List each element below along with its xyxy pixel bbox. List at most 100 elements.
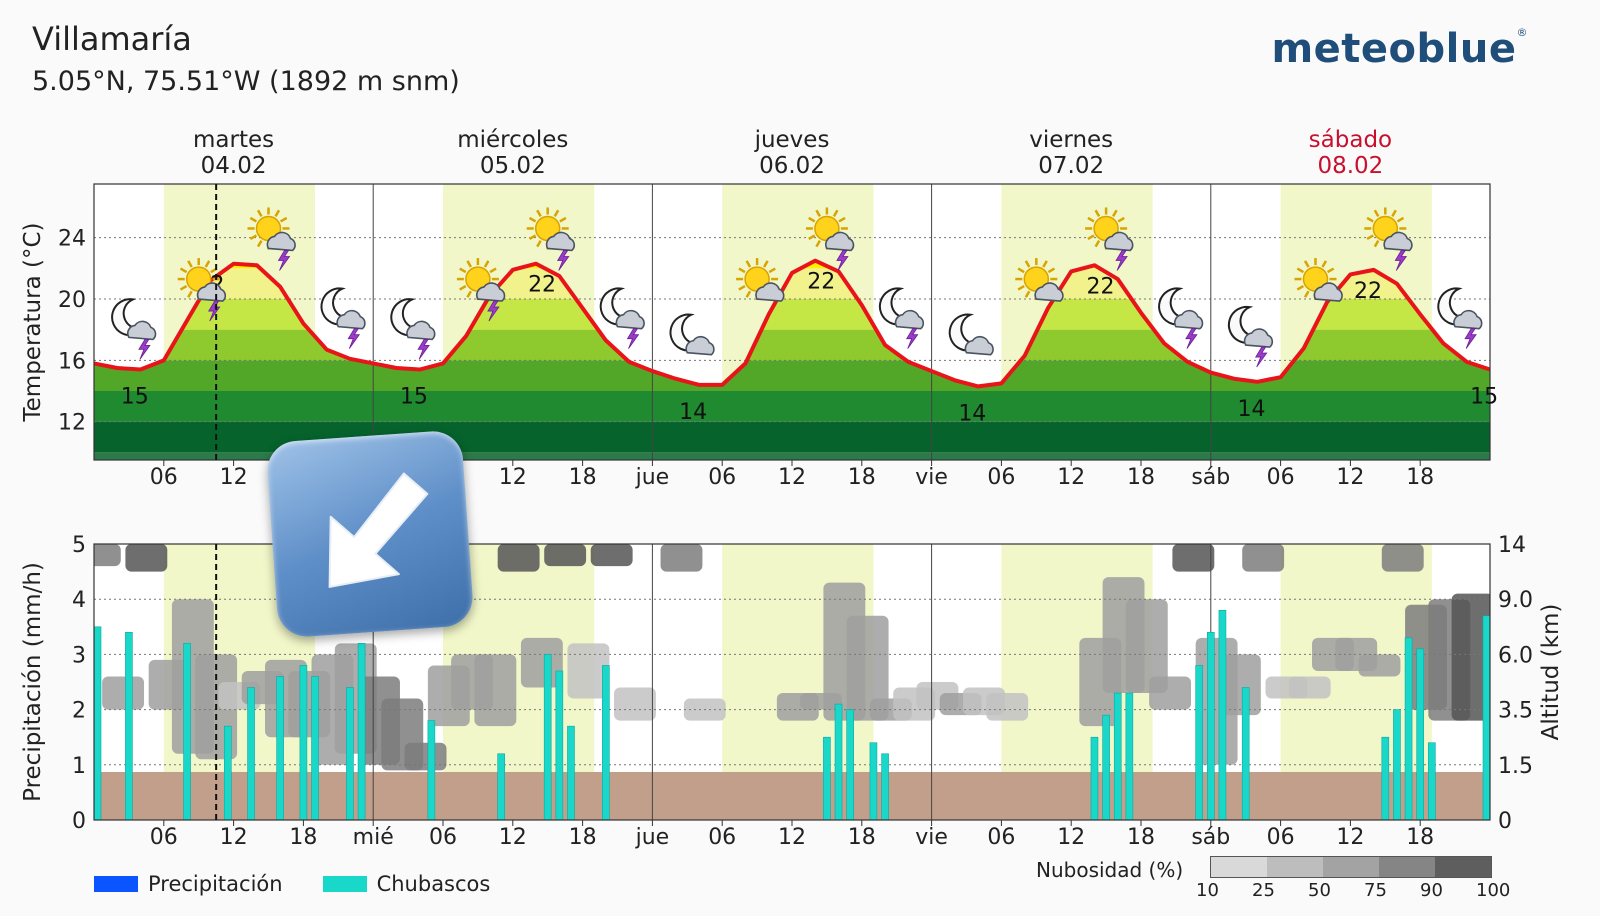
temp-x-tick: 18 — [848, 465, 876, 490]
cloud-cover-cell — [1451, 593, 1490, 721]
cloud-cover-cell — [1242, 544, 1285, 572]
location-coords: 5.05°N, 75.51°W (1892 m snm) — [32, 66, 460, 97]
day-date: 04.02 — [201, 153, 267, 179]
cloud-cover-cell — [520, 637, 563, 688]
cloud-cover-cell — [474, 654, 517, 727]
cloud-legend-ticks: 10 25 50 75 90 100 — [1196, 880, 1510, 904]
shower-bar — [846, 709, 854, 821]
shower-bar — [276, 676, 284, 821]
cloud-cover-cell — [590, 544, 633, 567]
logo-text: meteoblue — [1271, 26, 1517, 72]
cloud-cover-cell — [614, 687, 656, 721]
day-name: jueves — [754, 127, 830, 153]
temp-value-label: 22 — [807, 270, 835, 295]
shower-bar — [1207, 632, 1215, 821]
shower-bar — [869, 742, 878, 821]
temp-y-tick: 20 — [58, 288, 86, 313]
cloud-legend-swatch — [1211, 857, 1267, 877]
precip-x-tick: 12 — [778, 825, 806, 850]
shower-bar — [223, 725, 232, 821]
cloud-cover-cell — [986, 693, 1029, 721]
legend-label-showers: Chubascos — [376, 872, 491, 896]
precip-x-tick: 18 — [289, 825, 317, 850]
day-date: 07.02 — [1038, 153, 1104, 179]
shower-bar — [1416, 648, 1424, 821]
shower-bar — [834, 703, 843, 821]
shower-bar — [1404, 637, 1413, 821]
moon-storm-icon — [320, 287, 366, 349]
precip-x-tick: jue — [635, 825, 670, 850]
meteoblue-logo[interactable]: meteoblue® — [1272, 26, 1529, 72]
sun-storm-icon — [805, 207, 855, 271]
temp-value-label: 22 — [528, 273, 556, 298]
altitude-y-tick: 3.5 — [1498, 699, 1533, 724]
precip-x-tick: 12 — [220, 825, 248, 850]
temp-x-tick: vie — [915, 465, 948, 490]
cloud-legend-swatch — [1323, 857, 1379, 877]
precip-y-tick: 2 — [72, 699, 86, 724]
shower-bar — [602, 665, 610, 821]
arrow-overlay-button[interactable] — [265, 429, 475, 639]
altitude-y-tick: 0 — [1498, 809, 1512, 834]
shower-bar — [346, 687, 354, 821]
precip-x-tick: sáb — [1191, 825, 1230, 850]
temp-x-tick: 06 — [987, 465, 1015, 490]
moon-storm-icon — [1158, 287, 1204, 349]
cloud-cover-cell — [1288, 676, 1331, 699]
day-date: 05.02 — [480, 153, 546, 179]
temp-value-label: 15 — [1470, 385, 1498, 410]
sun-storm-icon — [1085, 207, 1134, 271]
precip-x-tick: mié — [353, 825, 394, 850]
day-date: 08.02 — [1317, 153, 1383, 179]
temp-x-tick: sáb — [1191, 465, 1230, 490]
moon-cloud-icon — [948, 313, 994, 356]
precip-y-tick: 4 — [72, 588, 86, 613]
moon-storm-icon — [1227, 305, 1274, 368]
temp-y-tick: 16 — [58, 349, 86, 374]
moon-storm-icon — [878, 287, 925, 349]
cloud-cover-cell — [1172, 544, 1215, 572]
cloud-legend-tick: 50 — [1308, 880, 1331, 901]
cloud-legend-tick: 90 — [1420, 880, 1443, 901]
day-name: sábado — [1309, 127, 1392, 153]
temp-value-label: 14 — [958, 401, 986, 426]
temp-band — [94, 452, 1490, 460]
temperature-line — [93, 258, 1491, 389]
temp-value-label: 22 — [1086, 274, 1114, 299]
cloud-legend-swatch — [1267, 857, 1323, 877]
precip-x-tick: 12 — [1057, 825, 1085, 850]
altitude-y-tick: 9.0 — [1498, 588, 1533, 613]
cloud-legend-tick: 100 — [1476, 880, 1511, 901]
day-date: 06.02 — [759, 153, 825, 179]
shower-bar — [1482, 615, 1491, 821]
arrow-down-left-icon — [328, 472, 429, 588]
shower-bar — [1428, 742, 1436, 821]
temp-x-tick: 18 — [1406, 465, 1434, 490]
moon-storm-icon — [1437, 287, 1483, 349]
precip-x-tick: 18 — [1127, 825, 1155, 850]
temp-x-tick: 12 — [1336, 465, 1364, 490]
cloud-cover-cell — [660, 544, 703, 572]
temp-x-tick: 12 — [499, 465, 527, 490]
shower-bar — [1195, 665, 1203, 821]
shower-bar — [299, 665, 308, 821]
temp-value-label: 22 — [1354, 279, 1382, 304]
shower-bar — [1381, 736, 1390, 821]
temp-x-tick: jue — [635, 465, 670, 490]
cloud-legend-bar — [1210, 856, 1492, 878]
shower-bar — [567, 725, 575, 821]
precip-x-tick: vie — [915, 825, 948, 850]
shower-bar — [183, 643, 191, 821]
precip-x-tick: 18 — [569, 825, 597, 850]
cloud-cover-layer — [94, 544, 1490, 771]
shower-bar — [1241, 687, 1250, 821]
cloud-cover-cell — [567, 643, 610, 699]
sun-storm-icon — [247, 207, 296, 271]
temp-x-tick: 12 — [1057, 465, 1085, 490]
temp-y-axis-label: Temperatura (°C) — [20, 223, 46, 423]
precip-x-tick: 06 — [1267, 825, 1295, 850]
temp-x-tick: 12 — [778, 465, 806, 490]
sun-storm-icon — [177, 258, 227, 322]
altitude-y-tick: 14 — [1498, 533, 1526, 558]
